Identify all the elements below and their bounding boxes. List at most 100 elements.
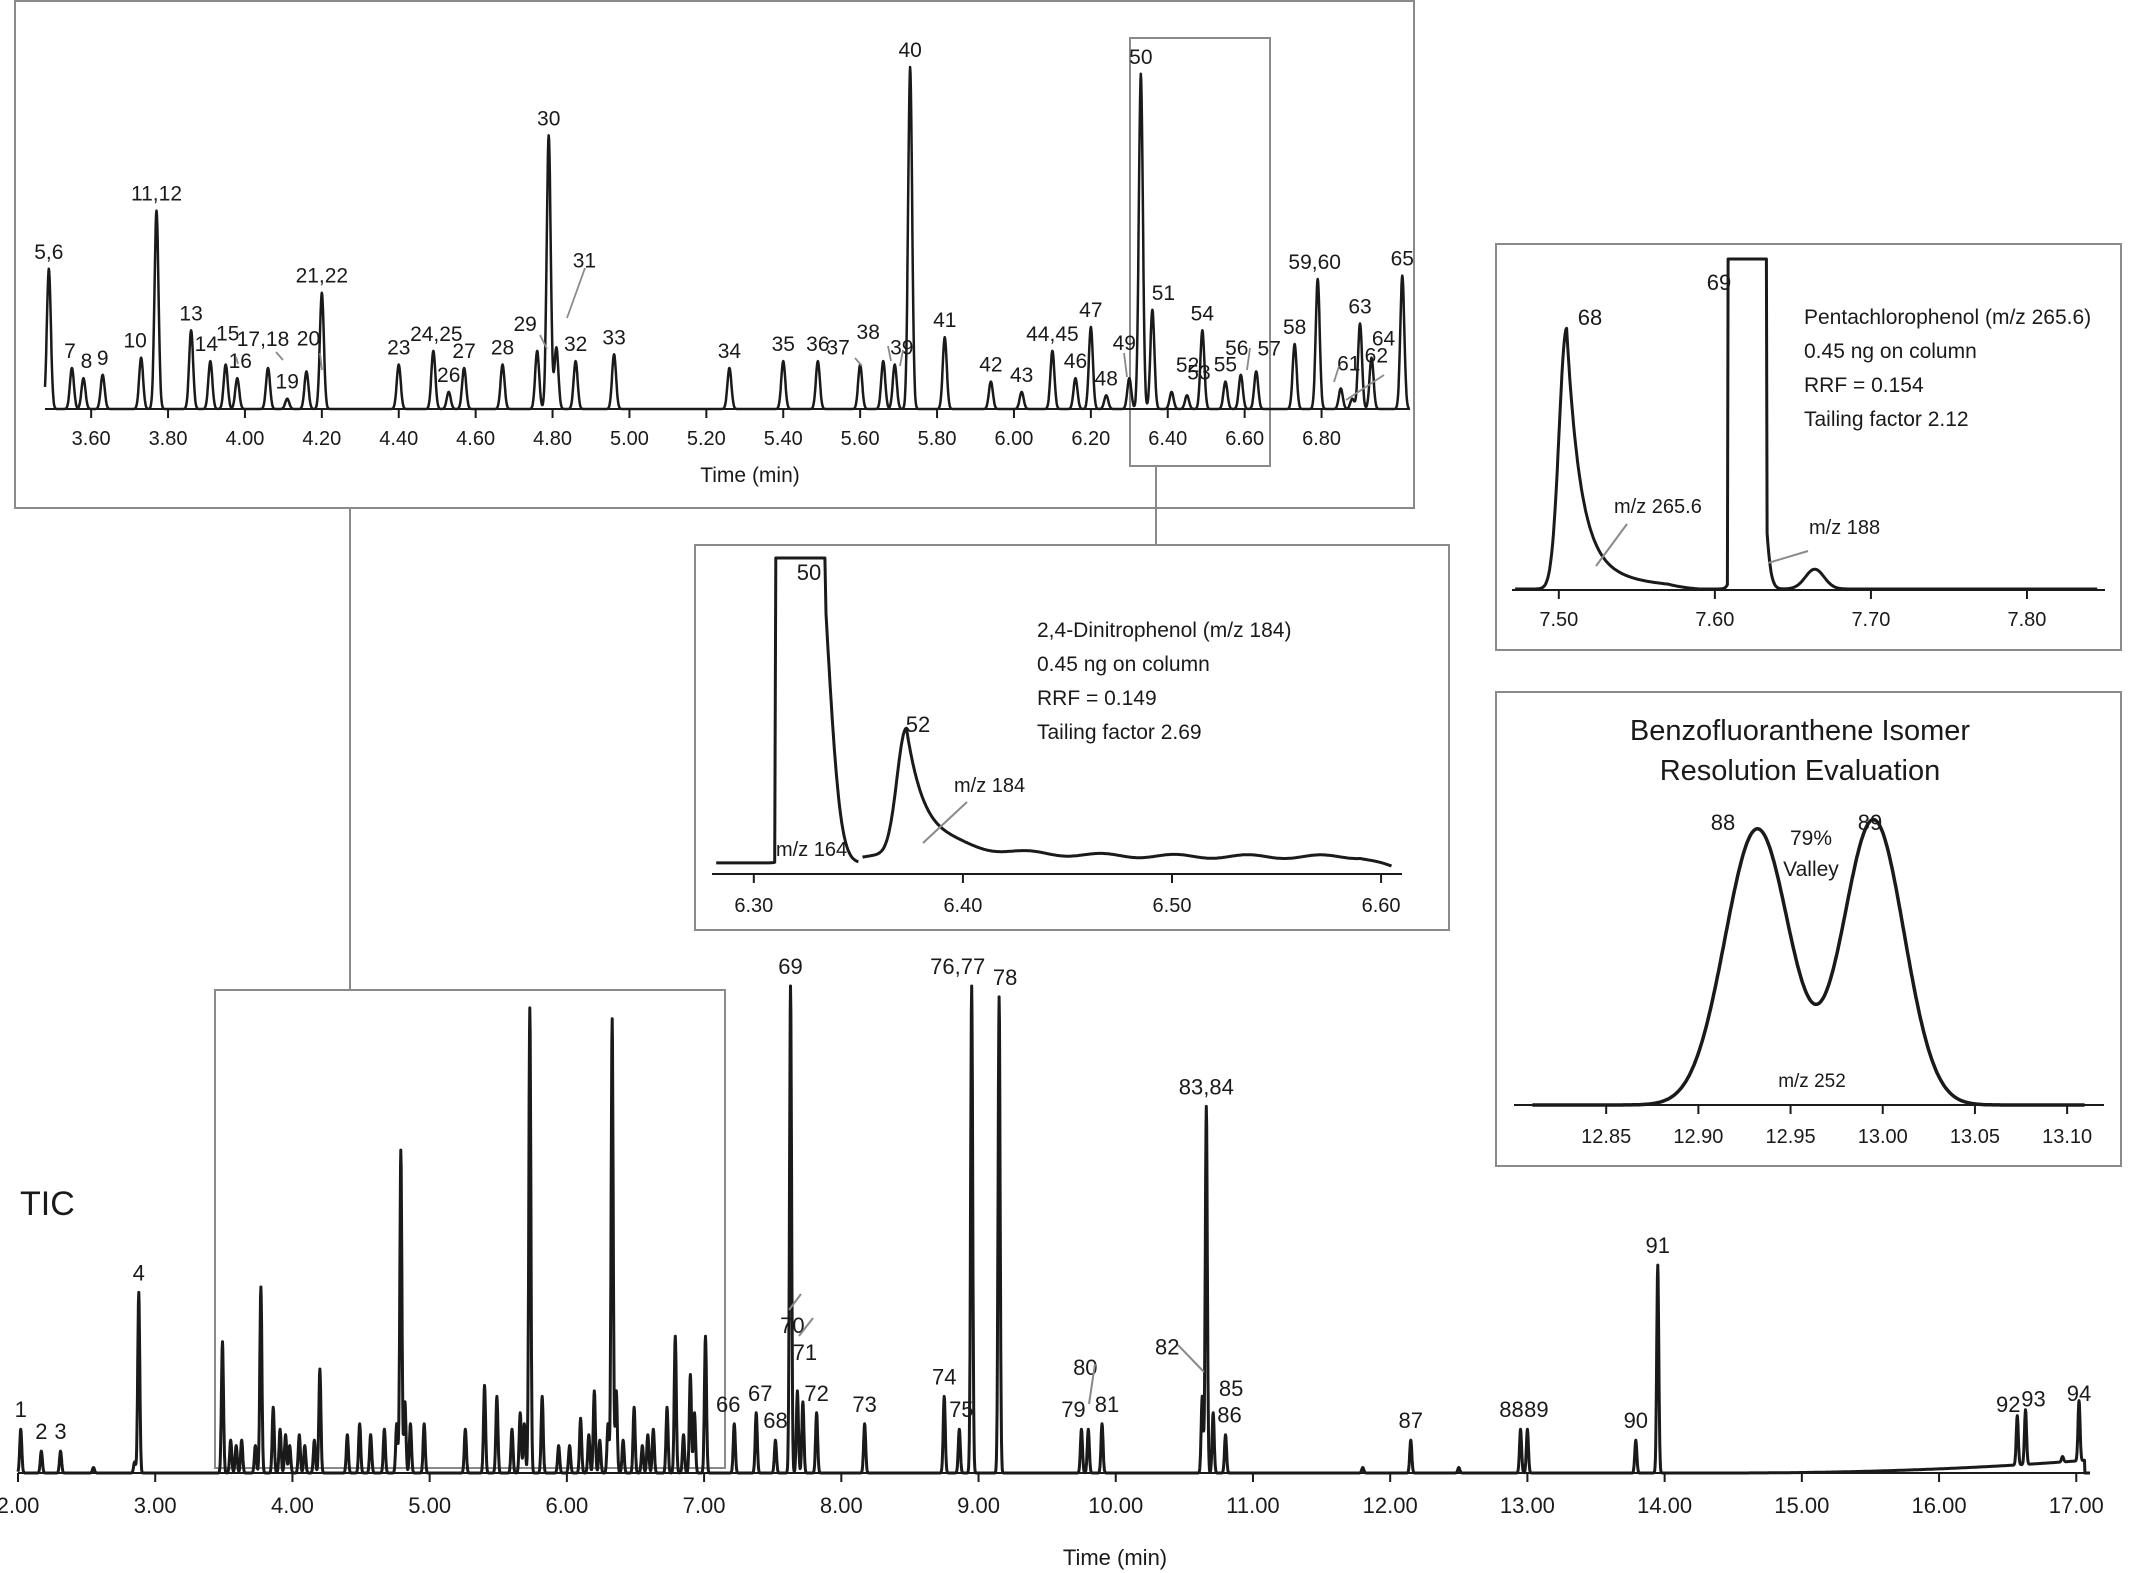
leader-38: [887, 345, 892, 362]
zoom-b-annotation-4: Tailing factor 2.69: [1037, 721, 1202, 744]
leader-82: [1177, 1344, 1205, 1373]
tic-trace: [16, 984, 2092, 1475]
zoom-c-trace-label-mz188: m/z 188: [1809, 517, 1880, 539]
tick-label-2.00: 2.00: [0, 1493, 39, 1518]
zoom-a-peak-label-63: 63: [1348, 296, 1371, 319]
tic-peak-label-66: 66: [716, 1392, 740, 1417]
zoom-d-title-line-2: Resolution Evaluation: [1660, 755, 1941, 787]
zoom-a-peak-label-32: 32: [564, 333, 587, 356]
leader-61: [1333, 365, 1340, 383]
zoom-b-annotation-1: 2,4-Dinitrophenol (m/z 184): [1037, 619, 1291, 642]
zoom-a-peak-label-29: 29: [513, 313, 536, 336]
zoom-a-peak-label-64: 64: [1372, 328, 1396, 351]
zoom-a-peak-label-26: 26: [437, 364, 460, 387]
tick-label-10.00: 10.00: [1088, 1493, 1143, 1518]
zoom-a-peak-label-8: 8: [81, 350, 93, 373]
tick-label-13.10: 13.10: [2042, 1126, 2092, 1148]
leader-17-18: [275, 351, 284, 361]
tic-peak-label-82: 82: [1155, 1334, 1179, 1359]
zoom-b-trace-label-mz164: m/z 164: [776, 839, 847, 861]
zoom-c-x-ticks: 7.50 7.60 7.70 7.80: [1539, 590, 2046, 631]
zoom-a-peak-label-55: 55: [1214, 354, 1237, 377]
zoom-a-peak-label-39: 39: [890, 337, 913, 360]
tic-peak-label-90: 90: [1624, 1408, 1648, 1433]
tic-peak-label-68: 68: [763, 1408, 787, 1433]
tic-peak-label-2: 2: [35, 1419, 47, 1444]
tic-peak-label-73: 73: [852, 1392, 876, 1417]
tick-label-6.80: 6.80: [1302, 428, 1341, 450]
zoom-c-chart: 7.50 7.60 7.70 7.80 68 69 m/z 265.6 m/z 188…: [1512, 257, 2105, 631]
tick-label-7.80: 7.80: [2008, 609, 2047, 631]
zoom-b-trace-mz164: [715, 556, 859, 865]
zoom-a-peak-label-37: 37: [826, 337, 849, 360]
tick-label-6.50: 6.50: [1153, 895, 1192, 917]
tick-label-13.00: 13.00: [1858, 1126, 1908, 1148]
leader-71: [798, 1317, 814, 1337]
tick-label-4.00: 4.00: [225, 428, 264, 450]
tic-region-frame: [214, 989, 726, 1469]
tic-peak-label-76,77: 76,77: [930, 954, 985, 979]
zoom-c-annotation-3: RRF = 0.154: [1804, 374, 1924, 397]
tick-label-7.50: 7.50: [1539, 609, 1578, 631]
tick-label-6.30: 6.30: [734, 895, 773, 917]
leader-37: [854, 357, 863, 367]
zoom-a-peak-label-31: 31: [573, 249, 596, 272]
zoom-a-peak-label-40: 40: [898, 39, 921, 62]
zoom-c-annotation-1: Pentachlorophenol (m/z 265.6): [1804, 306, 2091, 329]
tick-label-12.85: 12.85: [1581, 1126, 1631, 1148]
zoom-a-peak-label-62: 62: [1365, 345, 1388, 368]
tick-label-16.00: 16.00: [1912, 1493, 1967, 1518]
zoom-a-peak-label-44,45: 44,45: [1026, 323, 1079, 346]
leader-mz265: [1595, 523, 1628, 567]
leader-mz184: [922, 801, 968, 844]
leader-56: [1246, 347, 1251, 371]
tick-label-5.60: 5.60: [841, 428, 880, 450]
tic-peak-label-78: 78: [993, 965, 1017, 990]
tick-label-5.00: 5.00: [610, 428, 649, 450]
zoom-b-x-ticks: 6.30 6.40 6.50 6.60: [734, 874, 1401, 917]
zoom-a-peak-label-58: 58: [1283, 316, 1306, 339]
zoom-b-trace-mz184: [862, 726, 1393, 868]
tic-peak-label-88: 88: [1499, 1397, 1523, 1422]
zoom-d-peak-label-89: 89: [1858, 810, 1882, 835]
zoom-c-trace-label-mz265: m/z 265.6: [1614, 496, 1702, 518]
zoom-a-peak-label-59,60: 59,60: [1288, 251, 1341, 274]
tick-label-6.00: 6.00: [545, 1493, 588, 1518]
zoom-a-peak-label-47: 47: [1079, 299, 1102, 322]
tic-peak-label-71: 71: [793, 1340, 817, 1365]
tick-label-4.60: 4.60: [456, 428, 495, 450]
tick-label-13.00: 13.00: [1500, 1493, 1555, 1518]
tic-peak-label-81: 81: [1095, 1392, 1119, 1417]
zoom-a-subregion-frame: [1129, 37, 1271, 467]
tick-label-6.60: 6.60: [1362, 895, 1401, 917]
tic-peak-label-94: 94: [2067, 1381, 2091, 1406]
tic-peak-label-75: 75: [949, 1397, 973, 1422]
zoom-a-peak-label-57: 57: [1258, 337, 1281, 360]
leader-80: [1088, 1363, 1096, 1405]
tic-peak-label-87: 87: [1399, 1408, 1423, 1433]
zoom-b-chart: 6.30 6.40 6.50 6.60 50 52 m/z 164 m/z 184 2…: [712, 556, 1402, 917]
tic-peak-label-83,84: 83,84: [1179, 1074, 1234, 1099]
tick-label-7.60: 7.60: [1695, 609, 1734, 631]
zoom-a-chart: 3.60 3.80 4.00 4.20 4.40 4.60 4.80 5.00 5.20 5.40…: [34, 39, 1414, 487]
zoom-a-peak-label-50: 50: [1129, 46, 1152, 69]
zoom-a-peak-label-24,25: 24,25: [410, 323, 463, 346]
leader-49: [1123, 352, 1128, 378]
zoom-d-trace-label-mz252: m/z 252: [1778, 1071, 1846, 1092]
tic-x-ticks: 2.00 3.00 4.00 5.00 6.00 7.00 8.00 9.00 10.00 11.…: [0, 1473, 2104, 1518]
zoom-a-peak-label-61: 61: [1337, 352, 1360, 375]
zoom-a-peak-label-36: 36: [806, 333, 829, 356]
tick-label-6.60: 6.60: [1225, 428, 1264, 450]
zoom-d-frame: [1495, 691, 2122, 1167]
zoom-a-peak-label-30: 30: [537, 107, 560, 130]
zoom-a-peak-label-46: 46: [1064, 350, 1087, 373]
tic-peak-label-67: 67: [748, 1381, 772, 1406]
zoom-d-valley-percent: 79%: [1790, 827, 1832, 850]
tick-label-15.00: 15.00: [1774, 1493, 1829, 1518]
tick-label-3.00: 3.00: [134, 1493, 177, 1518]
tick-label-5.20: 5.20: [687, 428, 726, 450]
tic-peak-label-93: 93: [2021, 1386, 2045, 1411]
